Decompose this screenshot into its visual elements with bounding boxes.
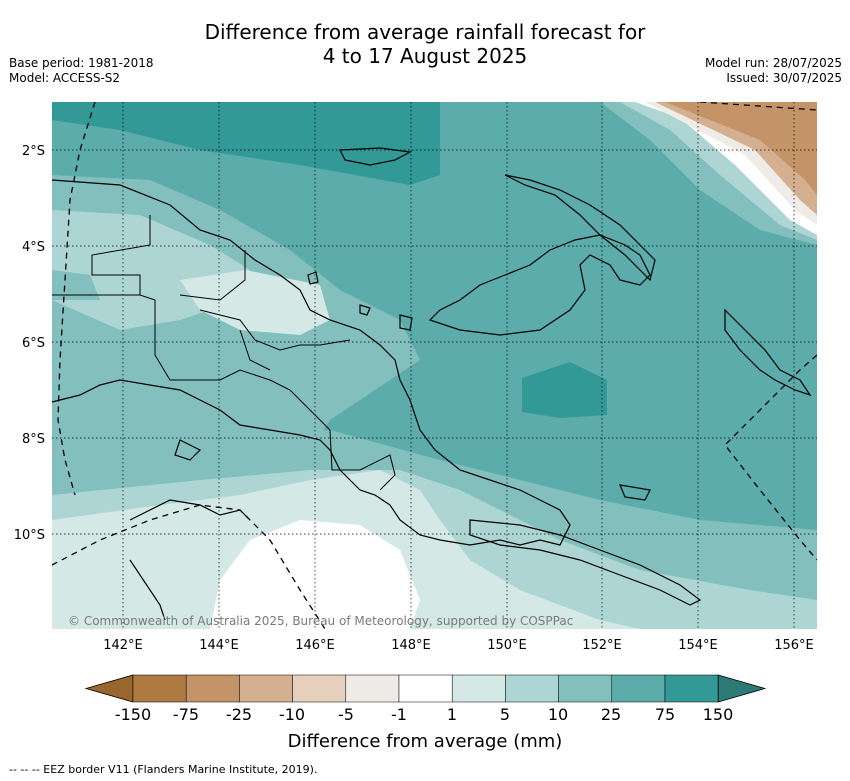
lon-label: 152°E — [582, 638, 622, 653]
title-line-2: 4 to 17 August 2025 — [322, 44, 528, 68]
colorbar-segment — [505, 674, 559, 703]
colorbar-segment — [664, 674, 719, 703]
colorbar-segment — [398, 674, 453, 703]
boundaries — [52, 215, 396, 491]
colorbar-tick-label: -75 — [172, 705, 200, 724]
lat-label: 4°S — [22, 240, 45, 255]
eez-footnote: -- -- -- EEZ border V11 (Flanders Marine… — [9, 763, 318, 776]
colorbar-title: Difference from average (mm) — [287, 731, 563, 752]
colorbar-segment — [185, 674, 240, 703]
lon-label: 148°E — [391, 638, 431, 653]
field-west-edge — [52, 270, 100, 300]
field-ne-6 — [665, 102, 817, 195]
colorbar-tick-label: -1 — [391, 705, 407, 724]
title-line-1: Difference from average rainfall forecas… — [204, 20, 646, 44]
base-period: Base period: 1981-2018 — [9, 56, 154, 70]
meta-left: Base period: 1981-2018 Model: ACCESS-S2 — [9, 56, 154, 86]
graticule — [52, 102, 817, 629]
field-25-75-east — [522, 362, 607, 418]
colorbar-segment — [292, 674, 347, 703]
colorbar-tick-label: -150 — [114, 705, 152, 724]
lon-label: 154°E — [678, 638, 718, 653]
colorbar-tick-label: 1 — [446, 705, 458, 724]
field-light-west — [180, 270, 330, 335]
lon-label: 142°E — [103, 638, 143, 653]
colorbar-tick-label: 75 — [654, 705, 676, 724]
lon-label: 146°E — [295, 638, 335, 653]
field-25-75-north — [52, 102, 440, 185]
colorbar-extend-high — [717, 674, 767, 703]
colorbar-segment — [239, 674, 293, 703]
map-title: Difference from average rainfall forecas… — [0, 20, 850, 68]
colorbar-tick-label: -5 — [338, 705, 354, 724]
meta-right: Model run: 28/07/2025 Issued: 30/07/2025 — [705, 56, 842, 86]
colorbar-segment — [558, 674, 613, 703]
issued-date: Issued: 30/07/2025 — [726, 71, 842, 85]
colorbar-tick-label: 150 — [702, 705, 734, 724]
copyright-notice: © Commonwealth of Australia 2025, Bureau… — [68, 614, 574, 628]
axis-labels: 2°S 4°S 6°S 8°S 10°S 142°E 144°E 146°E 1… — [14, 144, 814, 653]
lat-label: 10°S — [14, 528, 45, 543]
colorbar-tick-label: -10 — [278, 705, 306, 724]
map-field — [52, 102, 817, 629]
model-run: Model run: 28/07/2025 — [704, 56, 842, 70]
lat-label: 2°S — [22, 144, 45, 159]
colorbar-segment — [132, 674, 187, 703]
lat-label: 8°S — [22, 432, 45, 447]
colorbar-segment — [611, 674, 666, 703]
colorbar-tick-label: 5 — [499, 705, 511, 724]
model-name: Model: ACCESS-S2 — [9, 71, 121, 85]
colorbar-tick-label: 10 — [547, 705, 569, 724]
lon-label: 150°E — [487, 638, 527, 653]
lon-label: 156°E — [774, 638, 814, 653]
lat-label: 6°S — [22, 336, 45, 351]
lon-label: 144°E — [199, 638, 239, 653]
colorbar-segment — [345, 674, 400, 703]
eez-borders — [52, 102, 817, 629]
colorbar — [84, 674, 767, 703]
colorbar-tick-label: -25 — [225, 705, 253, 724]
colorbar-tick-label: 25 — [600, 705, 622, 724]
colorbar-segment — [451, 674, 506, 703]
colorbar-extend-low — [84, 674, 134, 703]
